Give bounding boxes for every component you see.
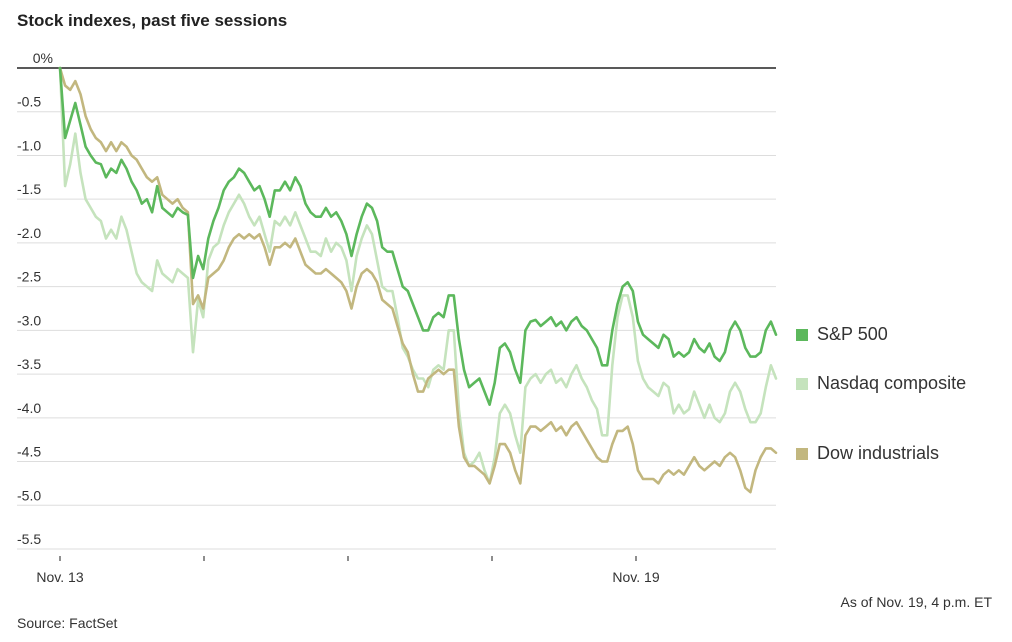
legend-swatch-nasdaq-composite (796, 378, 808, 390)
y-tick-label: -3.5 (17, 356, 41, 372)
y-tick-label: -5.0 (17, 487, 41, 503)
legend-label-nasdaq-composite: Nasdaq composite (817, 373, 966, 393)
chart-title: Stock indexes, past five sessions (17, 11, 287, 30)
series-line-nasdaq-composite (58, 66, 778, 485)
y-tick-label: -4.5 (17, 444, 41, 460)
x-tick-label: Nov. 13 (36, 569, 83, 585)
y-tick-label: -5.5 (17, 531, 41, 547)
legend-swatch-dow-industrials (796, 448, 808, 460)
legend-label-dow-industrials: Dow industrials (817, 443, 939, 463)
legend-label-s-p-500: S&P 500 (817, 324, 888, 344)
y-tick-label: -1.0 (17, 137, 41, 153)
x-tick-label: Nov. 19 (612, 569, 659, 585)
y-tick-label: -1.5 (17, 181, 41, 197)
y-axis-tick-labels: 0% -0.5 -1.0 -1.5 -2.0 -2.5 -3.0 -3.5 -4.0 -4.5 -5… (17, 50, 53, 547)
series-line-dow-industrials (58, 66, 778, 494)
y-tick-label: -2.0 (17, 225, 41, 241)
footnote: As of Nov. 19, 4 p.m. ET (841, 594, 993, 610)
legend: S&P 500 Nasdaq composite Dow industrials (796, 324, 966, 463)
legend-swatch-s-p-500 (796, 329, 808, 341)
source-note: Source: FactSet (17, 615, 117, 631)
y-tick-label: -4.0 (17, 400, 41, 416)
y-tick-label: -3.0 (17, 312, 41, 328)
series-lines (58, 66, 778, 494)
x-axis: Nov. 13 Nov. 19 (36, 556, 660, 585)
y-tick-label: -2.5 (17, 269, 41, 285)
y-tick-label: 0% (33, 50, 53, 66)
gridlines (17, 67, 776, 550)
y-tick-label: -0.5 (17, 94, 41, 110)
series-line-s-p-500 (58, 66, 778, 407)
